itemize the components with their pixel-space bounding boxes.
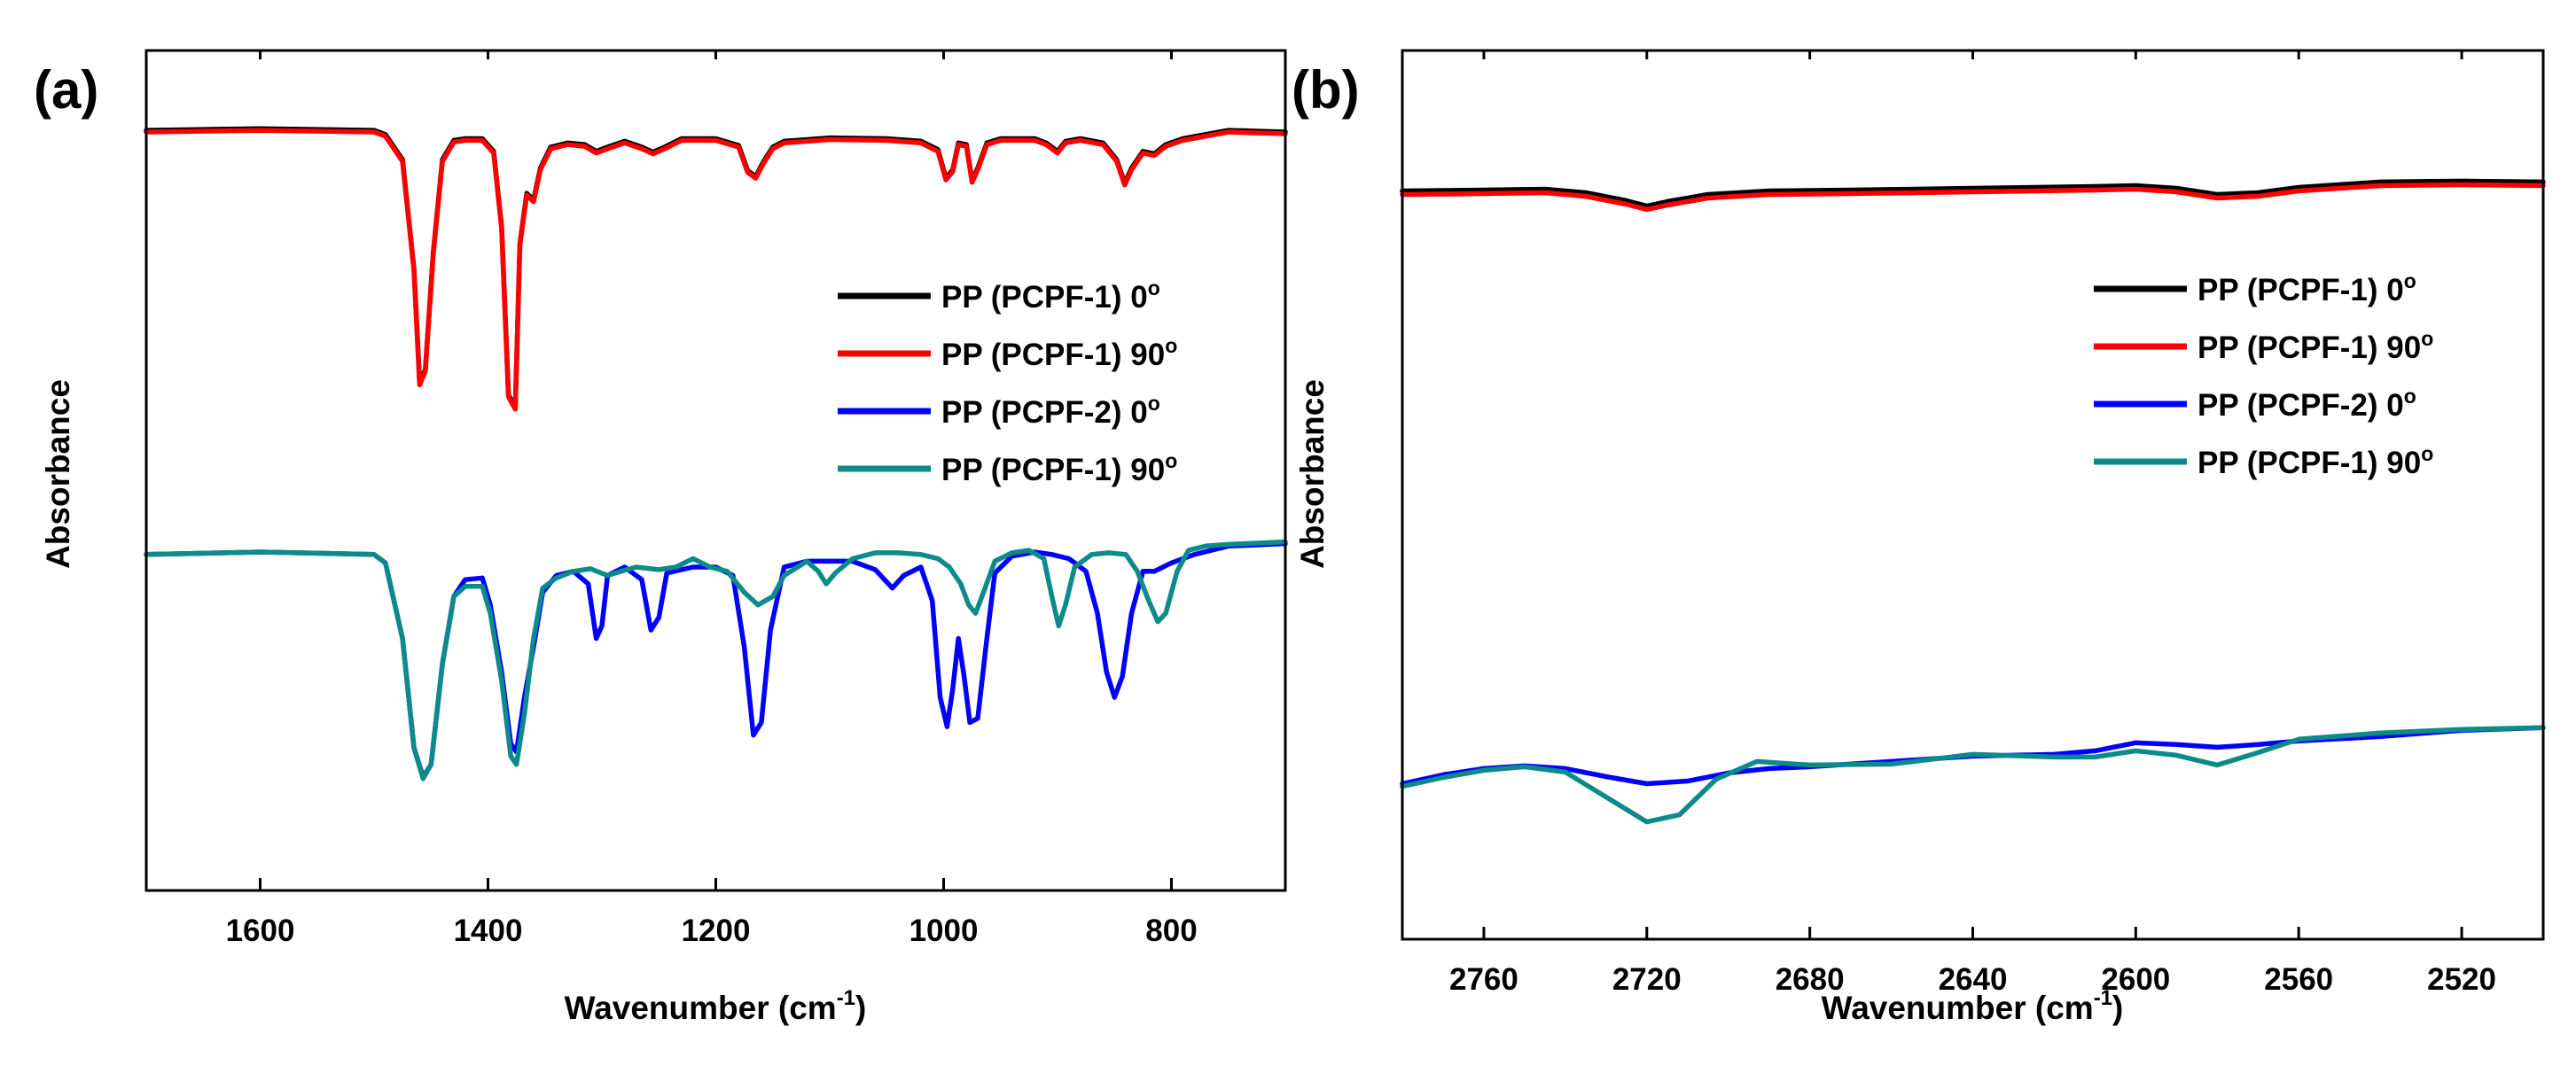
series-line-3 [1400,725,2546,787]
panel-a-plot-area: 1600 1400 1200 1000 800 [144,49,1288,948]
panel-a-y-axis-title: Absorbance [40,379,76,569]
panel-b: (b) Absorbance 2760 2720 2680 2640 2600 2560 2… [1292,49,2546,1026]
legend-label-name: PP (PCPF-1) 90 [941,338,1165,372]
legend-entry: PP (PCPF-1) 0o [2094,269,2416,307]
series-line-2 [144,128,1288,412]
legend-label-degree: o [2421,442,2433,465]
panel-a-label: (a) [34,60,98,120]
legend-label: PP (PCPF-1) 90o [2197,442,2433,480]
panel-a: (a) Absorbance 1600 1400 1200 1000 800 Waven… [34,49,1288,1026]
legend-entry: PP (PCPF-1) 90o [838,334,1177,372]
legend-label-degree: o [1148,392,1160,415]
panel-a-x-axis-title-end: ) [855,990,866,1026]
panel-b-x-axis-title-main: Wavenumber (cm [1822,990,2094,1026]
panel-a-x-ticks: 1600 1400 1200 1000 800 [226,51,1198,948]
legend-entry: PP (PCPF-1) 90o [2094,442,2433,480]
x-tick-label: 2520 [2427,962,2496,997]
panel-b-label: (b) [1292,60,1360,120]
legend-label-degree: o [1165,334,1177,357]
legend-label-name: PP (PCPF-1) 90 [941,453,1165,487]
panel-b-x-axis-title-end: ) [2112,990,2123,1026]
legend-label-name: PP (PCPF-2) 0 [2197,388,2404,423]
series-line-4 [1400,725,2546,825]
legend-label: PP (PCPF-1) 90o [2197,327,2433,365]
x-tick-label: 2640 [1939,962,2008,997]
legend-label-name: PP (PCPF-1) 90 [2197,446,2421,480]
panel-b-x-axis-title: Wavenumber (cm-1) [1822,986,2124,1026]
legend-entry: PP (PCPF-2) 0o [2094,385,2416,423]
legend-entry: PP (PCPF-2) 0o [838,392,1160,430]
legend-label-name: PP (PCPF-1) 0 [2197,273,2404,307]
x-tick-label: 2680 [1776,962,1845,997]
legend-entry: PP (PCPF-1) 90o [2094,327,2433,365]
legend-label: PP (PCPF-1) 90o [941,449,1177,487]
panel-b-x-axis-title-sup: -1 [2094,986,2112,1010]
panel-a-x-axis-title-main: Wavenumber (cm [565,990,837,1026]
x-tick-label: 1200 [682,914,751,948]
x-tick-label: 1000 [909,914,979,948]
panel-a-legend: PP (PCPF-1) 0o PP (PCPF-1) 90o PP (PCPF-… [838,276,1177,487]
legend-entry: PP (PCPF-1) 90o [838,449,1177,487]
x-tick-label: 800 [1145,914,1197,948]
series-line-4 [144,539,1288,781]
legend-label: PP (PCPF-1) 90o [941,334,1177,372]
legend-label-degree: o [2404,269,2416,292]
legend-label-degree: o [1165,449,1177,472]
legend-label-name: PP (PCPF-1) 0 [941,280,1148,315]
x-tick-label: 2720 [1612,962,1682,997]
panel-a-x-axis-title-sup: -1 [837,986,855,1010]
panel-b-plot-area: 2760 2720 2680 2640 2600 2560 2520 [1400,49,2546,997]
x-tick-label: 2760 [1449,962,1518,997]
x-tick-label: 1600 [226,914,295,948]
legend-label: PP (PCPF-2) 0o [941,392,1160,430]
legend-label: PP (PCPF-2) 0o [2197,385,2416,423]
legend-label-degree: o [2404,385,2416,408]
series-line-2 [1400,182,2546,213]
panel-b-series-lines [1400,178,2546,825]
panel-b-y-axis-title: Absorbance [1294,379,1331,569]
series-line-1 [1400,178,2546,209]
legend-label-name: PP (PCPF-2) 0 [941,395,1148,430]
legend-label: PP (PCPF-1) 0o [2197,269,2416,307]
x-tick-label: 2600 [2101,962,2170,997]
panel-a-x-axis-title: Wavenumber (cm-1) [565,986,867,1026]
panel-b-x-ticks: 2760 2720 2680 2640 2600 2560 2520 [1449,51,2496,997]
x-tick-label: 1400 [454,914,523,948]
panel-a-series-lines [144,126,1288,781]
x-tick-label: 2560 [2264,962,2333,997]
panel-b-legend: PP (PCPF-1) 0o PP (PCPF-1) 90o PP (PCPF-… [2094,269,2433,480]
legend-label-name: PP (PCPF-1) 90 [2197,330,2421,365]
legend-entry: PP (PCPF-1) 0o [838,276,1160,315]
legend-label-degree: o [2421,327,2433,350]
legend-label: PP (PCPF-1) 0o [941,276,1160,315]
legend-label-degree: o [1148,276,1160,299]
series-line-3 [144,540,1288,780]
